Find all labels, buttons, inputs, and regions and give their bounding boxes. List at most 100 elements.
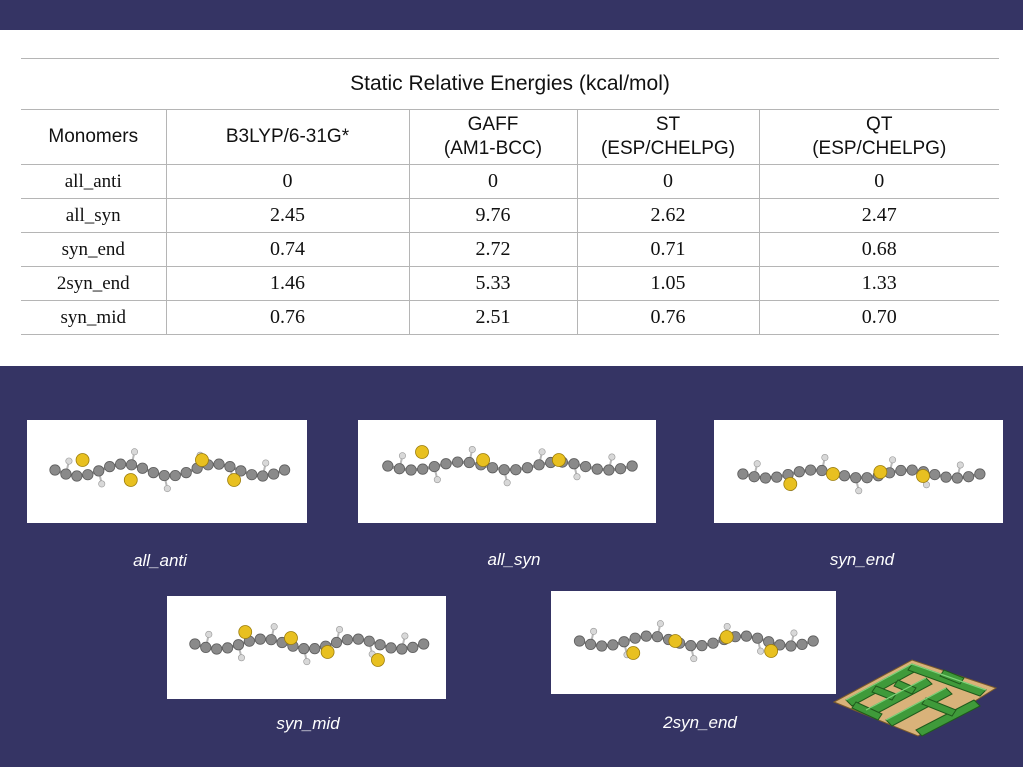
carbon-atom [805, 464, 817, 476]
hydrogen-atom [656, 620, 664, 628]
carbon-atom [533, 459, 545, 471]
sulfur-atom [719, 630, 734, 644]
hydrogen-atom [262, 459, 270, 467]
carbon-atom [796, 638, 808, 651]
sulfur-atom [764, 644, 779, 658]
molecule-model [737, 454, 986, 495]
carbon-atom [254, 633, 266, 645]
carbon-atom [640, 630, 652, 642]
molecule-caption: 2syn_end [663, 713, 737, 732]
carbon-atom [696, 640, 708, 652]
table-cell: 5.33 [408, 266, 577, 301]
carbon-atom [895, 464, 907, 477]
carbon-atom [861, 472, 873, 484]
carbon-atom [596, 640, 608, 652]
carbon-atom [607, 639, 619, 651]
carbon-atom [363, 635, 375, 647]
carbon-atom [405, 464, 417, 476]
carbon-atom [385, 642, 397, 654]
molecule-image-all-syn [358, 420, 656, 523]
sulfur-atom [284, 631, 298, 645]
carbon-atom [104, 461, 116, 473]
molecule-caption: syn_mid [276, 714, 340, 733]
table-cell: 2.47 [758, 198, 999, 233]
table-cell: 2.45 [165, 198, 409, 233]
hydrogen-atom [753, 460, 761, 468]
sulfur-atom [371, 653, 385, 667]
table-row: all_anti 0 0 0 0 [21, 164, 999, 199]
carbon-atom [169, 469, 181, 482]
carbon-atom [49, 464, 61, 476]
table-cell: 1.33 [758, 266, 999, 301]
hydrogen-atom [538, 448, 546, 456]
carbon-atom [268, 468, 280, 480]
carbon-atom [521, 462, 534, 474]
carbon-atom [951, 472, 963, 484]
carbon-atom [136, 462, 149, 474]
carbon-atom [82, 469, 94, 481]
hydrogen-atom [401, 632, 409, 640]
carbon-atom [396, 643, 408, 655]
carbon-atom [793, 466, 805, 478]
carbon-atom [751, 632, 764, 644]
carbon-atom [785, 640, 797, 652]
table-cell: 0.74 [165, 232, 409, 267]
carbon-atom [115, 458, 127, 470]
table-row: syn_end 0.74 2.72 0.71 0.68 [21, 232, 999, 267]
table-cell: 0 [408, 164, 577, 199]
sulfur-atom [227, 473, 241, 487]
hydrogen-atom [821, 454, 829, 462]
carbon-atom [486, 462, 499, 474]
table-cell: 2syn_end [21, 266, 166, 301]
hydrogen-atom [889, 456, 897, 464]
sulfur-atom [415, 445, 429, 459]
carbon-atom [393, 463, 406, 475]
carbon-atom [352, 633, 364, 645]
table-cell: 2.72 [408, 232, 577, 267]
carbon-atom [929, 468, 941, 481]
table-cell: all_anti [21, 164, 166, 199]
carbon-atom [573, 635, 586, 647]
carbon-atom [224, 461, 236, 473]
carbon-atom [629, 632, 641, 644]
table-cell: syn_end [21, 232, 166, 267]
carbon-atom [213, 458, 225, 470]
hydrogen-atom [270, 623, 278, 631]
carbon-atom [816, 464, 828, 477]
carbon-atom [200, 641, 212, 654]
table-title: Static Relative Energies (kcal/mol) [21, 58, 999, 110]
hydrogen-atom [590, 627, 598, 635]
maze-clipart-icon [832, 659, 998, 737]
carbon-atom [452, 456, 464, 468]
carbon-atom [838, 470, 851, 482]
hydrogen-atom [163, 485, 171, 493]
carbon-atom [93, 465, 105, 477]
sulfur-atom [320, 645, 335, 659]
sulfur-atom [195, 453, 209, 467]
hydrogen-atom [956, 461, 964, 469]
carbon-atom [850, 472, 862, 484]
hydrogen-atom [608, 453, 616, 461]
hydrogen-atom [205, 630, 213, 638]
carbon-atom [759, 472, 772, 484]
carbon-atom [265, 634, 277, 646]
table-cell: 2.62 [576, 198, 759, 233]
carbon-atom [603, 464, 615, 476]
carbon-atom [158, 469, 170, 482]
header-b3lyp: B3LYP/6-31G* [165, 109, 409, 165]
table-cell: 2.51 [408, 300, 577, 335]
sulfur-atom [238, 625, 253, 639]
sulfur-atom [476, 453, 491, 467]
hydrogen-atom [131, 448, 139, 456]
table-cell: 1.05 [576, 266, 759, 301]
carbon-atom [463, 456, 475, 469]
carbon-atom [279, 464, 291, 476]
carbon-atom [60, 468, 72, 480]
hydrogen-atom [468, 446, 476, 454]
table-row: all_syn 2.45 9.76 2.62 2.47 [21, 198, 999, 233]
molecule-model [49, 448, 291, 493]
carbon-atom [221, 642, 234, 654]
molecule-image-syn-mid [167, 596, 446, 699]
carbon-atom [707, 637, 719, 649]
carbon-atom [417, 463, 429, 475]
